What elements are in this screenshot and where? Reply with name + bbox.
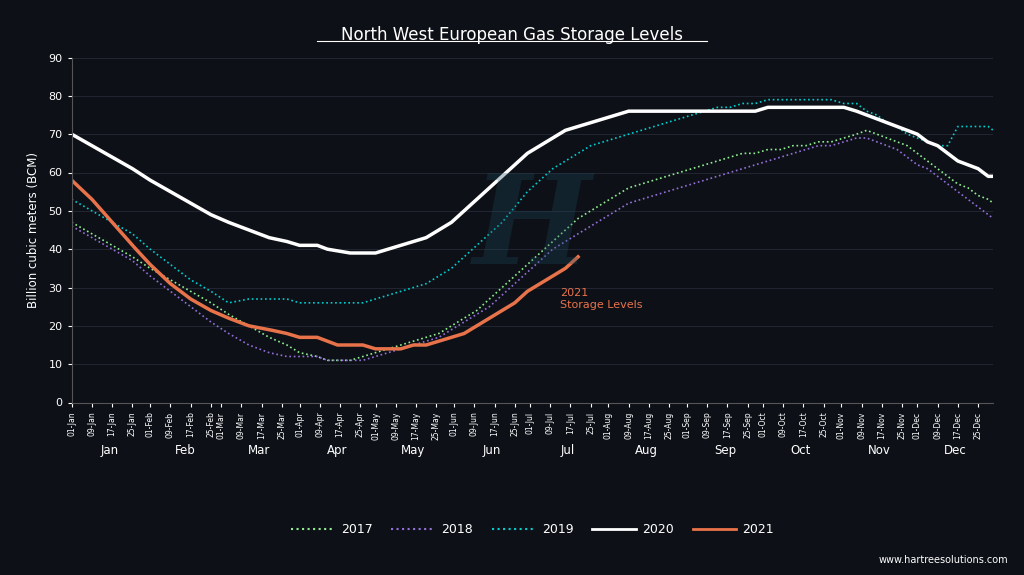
2018: [66, 223, 78, 229]
2021: [339, 342, 351, 348]
2018: [949, 186, 962, 193]
2019: [987, 127, 999, 134]
Line: 2018: 2018: [72, 138, 993, 361]
Legend: 2017, 2018, 2019, 2020, 2021: 2017, 2018, 2019, 2020, 2021: [286, 518, 779, 541]
2017: [987, 200, 999, 206]
2017: [322, 357, 334, 364]
2021: [370, 346, 382, 352]
Text: H: H: [473, 169, 592, 291]
2021: [66, 177, 78, 183]
2021: [112, 225, 124, 232]
2021: [68, 179, 80, 186]
2018: [322, 357, 334, 364]
2020: [318, 245, 331, 252]
2018: [850, 135, 862, 141]
2018: [987, 215, 999, 222]
2021: [250, 324, 262, 331]
2021: [531, 282, 544, 289]
2019: [435, 271, 447, 278]
2020: [440, 222, 453, 229]
2018: [260, 348, 272, 355]
2017: [66, 219, 78, 226]
Text: North West European Gas Storage Levels: North West European Gas Storage Levels: [341, 26, 683, 44]
Line: 2021: 2021: [72, 180, 579, 349]
2020: [987, 173, 999, 180]
2018: [860, 135, 872, 141]
2019: [222, 300, 234, 306]
2017: [260, 332, 272, 339]
2019: [263, 296, 275, 302]
Text: 2021
Storage Levels: 2021 Storage Levels: [560, 288, 643, 310]
2020: [435, 225, 447, 232]
2017: [440, 325, 453, 332]
Y-axis label: Billion cubic meters (BCM): Billion cubic meters (BCM): [28, 152, 40, 308]
2020: [949, 156, 962, 163]
2020: [260, 233, 272, 240]
2019: [762, 96, 774, 103]
2019: [860, 108, 872, 114]
2019: [440, 268, 453, 275]
Line: 2019: 2019: [72, 99, 993, 303]
2021: [572, 254, 585, 260]
2017: [858, 128, 870, 135]
2018: [318, 356, 331, 363]
Line: 2017: 2017: [72, 131, 993, 361]
Text: www.hartreesolutions.com: www.hartreesolutions.com: [879, 555, 1009, 565]
2020: [860, 112, 872, 118]
2017: [318, 356, 331, 363]
2020: [66, 131, 78, 137]
2021: [279, 329, 291, 336]
2019: [949, 128, 962, 135]
2017: [949, 179, 962, 186]
2018: [435, 332, 447, 339]
2018: [440, 329, 453, 336]
2019: [66, 196, 78, 203]
2020: [344, 250, 356, 256]
2017: [435, 328, 447, 335]
2019: [322, 300, 334, 306]
2017: [860, 127, 872, 134]
Line: 2020: 2020: [72, 108, 993, 253]
2020: [762, 104, 774, 111]
